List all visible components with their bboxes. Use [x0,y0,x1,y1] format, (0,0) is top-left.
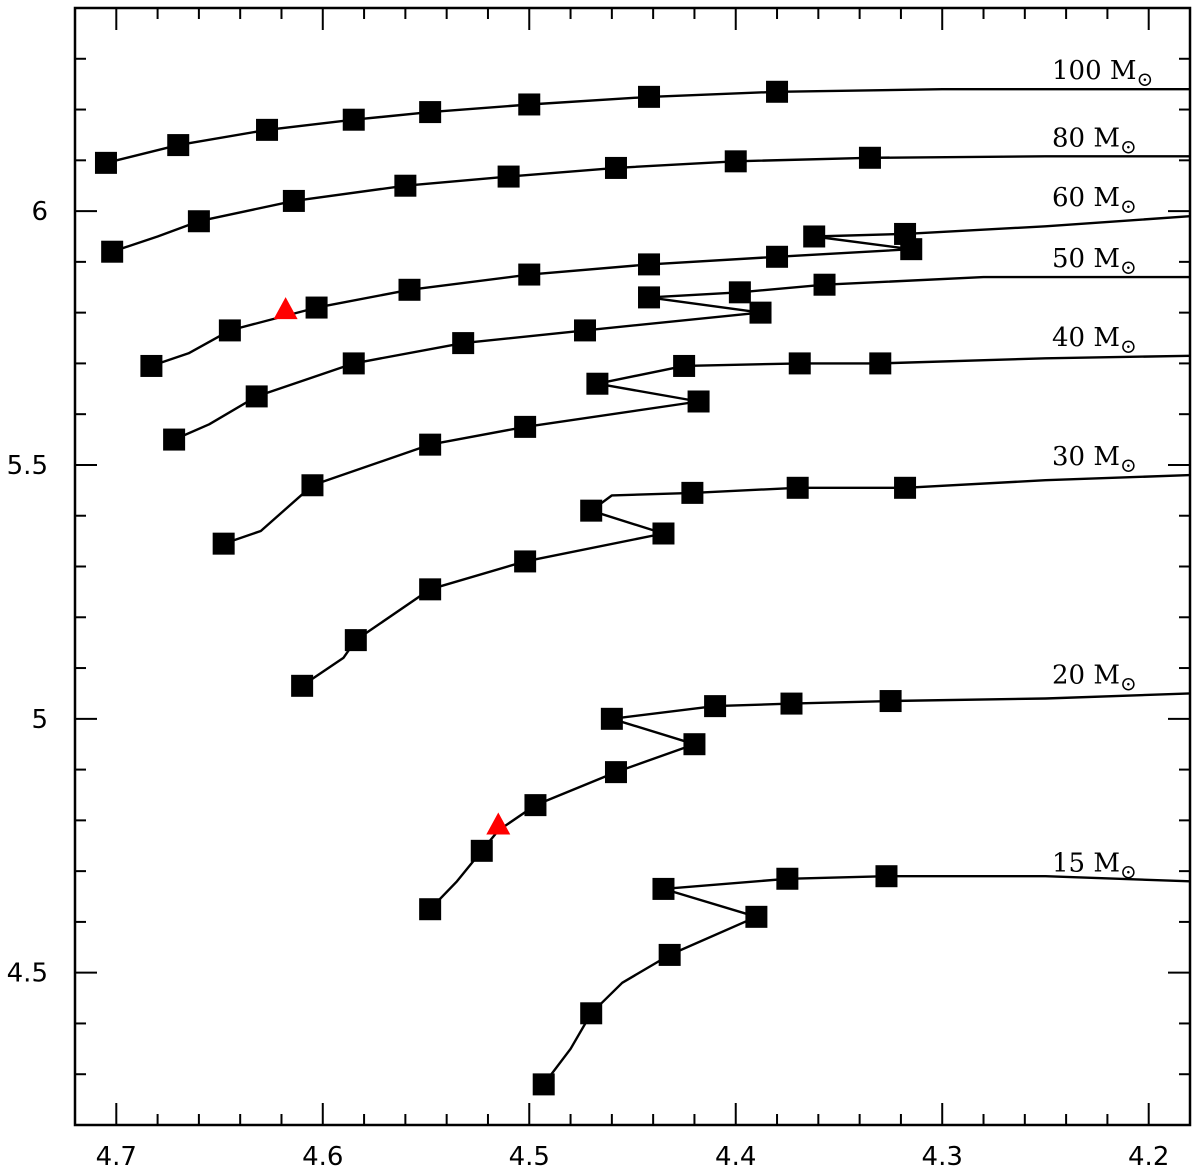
x-tick-label: 4.3 [922,1142,963,1172]
square-marker [580,1002,603,1025]
square-marker [813,273,836,296]
square-marker [419,898,442,921]
square-marker [256,118,279,141]
square-marker [305,296,328,319]
square-marker [245,385,268,408]
square-marker [94,151,117,174]
x-tick-label: 4.7 [96,1142,137,1172]
square-marker [497,165,520,188]
square-marker [745,905,768,928]
square-marker [658,943,681,966]
square-marker [879,690,902,713]
square-marker [344,629,367,652]
y-tick-label: 5 [31,705,48,735]
x-tick-label: 4.4 [715,1142,756,1172]
series-label: 15 M⊙ [1052,848,1137,883]
square-marker [786,476,809,499]
track-line [105,88,1190,165]
series-label: 60 M⊙ [1052,183,1137,218]
square-marker [687,390,710,413]
square-marker [875,865,898,888]
square-marker [342,108,365,131]
square-marker [342,352,365,375]
square-marker [419,578,442,601]
triangle-marker [273,297,298,320]
x-tick-label: 4.2 [1128,1142,1169,1172]
square-marker [724,150,747,173]
square-marker [858,146,881,169]
square-marker [776,867,799,890]
square-marker [518,263,541,286]
square-marker [212,532,235,555]
square-marker [301,474,324,497]
x-tick-label: 4.6 [302,1142,343,1172]
square-marker [394,174,417,197]
square-marker [532,1073,555,1096]
square-marker [894,476,917,499]
square-marker [766,80,789,103]
square-marker [518,93,541,116]
square-marker [803,225,826,248]
square-marker [704,695,727,718]
series-label: 40 M⊙ [1052,323,1137,358]
square-marker [419,101,442,124]
square-marker [452,332,475,355]
square-marker [163,428,186,451]
axis-ticks [74,7,1191,1126]
axis-tick-labels: 4.7 4.6 4.5 4.4 4.3 4.2 4.5 5 5.5 6 [7,197,1170,1172]
square-marker [766,245,789,268]
series-label: 20 M⊙ [1052,660,1137,695]
square-marker [749,301,772,324]
square-marker [604,761,627,784]
square-marker [398,278,421,301]
square-marker [652,522,675,545]
square-marker [673,354,696,377]
square-marker [638,85,661,108]
square-marker [586,372,609,395]
square-marker [604,156,627,179]
plot-frame [73,6,1192,1127]
square-marker [470,839,493,862]
square-marker [291,674,314,697]
square-marker [683,733,706,756]
square-marker [187,210,210,233]
square-marker [728,281,751,304]
square-marker [101,240,124,263]
track-markers [94,80,923,1096]
square-marker [681,481,704,504]
square-marker [514,550,537,573]
square-marker [580,499,603,522]
square-marker [140,354,163,377]
square-marker [282,189,305,212]
square-marker [600,707,623,730]
square-marker [894,222,917,245]
y-tick-label: 6 [31,197,48,227]
square-marker [419,433,442,456]
square-marker [869,352,892,375]
square-marker [652,877,675,900]
square-marker [218,319,241,342]
triangle-marker [486,812,511,835]
square-marker [524,794,547,817]
square-marker [514,415,537,438]
square-marker [167,134,190,157]
x-tick-label: 4.5 [509,1142,550,1172]
series-label: 30 M⊙ [1052,442,1137,477]
y-tick-label: 4.5 [7,959,48,989]
series-labels: 100 M⊙ 80 M⊙ 60 M⊙ 50 M⊙ 40 M⊙ 30 M⊙ 20 M⊙ 15 M… [1052,56,1153,883]
series-label: 80 M⊙ [1052,123,1137,158]
square-marker [638,253,661,276]
series-label: 50 M⊙ [1052,244,1137,279]
square-marker [574,319,597,342]
square-marker [780,692,803,715]
y-tick-label: 5.5 [7,451,48,481]
series-label: 100 M⊙ [1052,56,1153,91]
square-marker [638,286,661,309]
square-marker [788,352,811,375]
